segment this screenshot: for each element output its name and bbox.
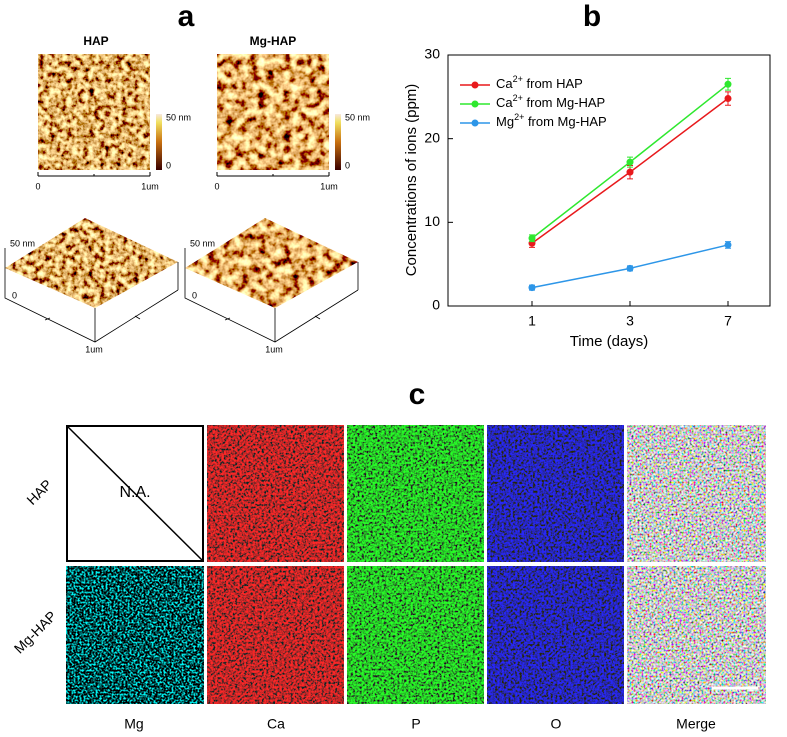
eds-map: [627, 425, 766, 562]
colorbar-label: 50 nm: [345, 112, 370, 122]
afm-3d-surface: [5, 218, 178, 308]
scale-label: 0: [214, 181, 219, 191]
column-label: Ca: [267, 716, 285, 732]
z-label: 50 nm: [10, 238, 35, 248]
panel-c: c N.A. HAP Mg-HAP Mg Ca P O Merge: [11, 378, 766, 732]
panel-a: a HAP Mg-HAP 50 nm 0 50 nm 0 0 1um 0 1um…: [4, 0, 370, 354]
x-tick-label: 7: [724, 313, 732, 329]
data-point: [528, 234, 536, 242]
row-label: HAP: [23, 476, 55, 508]
panel-b: b Time (days) Concentrations of ions (pp…: [403, 0, 771, 350]
y-tick-label: 20: [424, 129, 440, 145]
y-tick-label: 30: [424, 46, 440, 62]
z-label: 0: [12, 290, 17, 300]
scale-label: 1um: [141, 181, 159, 191]
afm-image: [217, 54, 329, 170]
z-label: 0: [192, 290, 197, 300]
eds-map: [207, 566, 344, 704]
eds-map: [627, 566, 766, 704]
data-point: [724, 80, 732, 88]
sample-name: Mg-HAP: [250, 34, 297, 48]
data-point: [626, 168, 634, 176]
data-point: [528, 284, 536, 292]
scale-axis: [37, 172, 330, 177]
y-tick-label: 0: [432, 297, 440, 313]
legend-marker: [471, 100, 479, 108]
sample-name: HAP: [83, 34, 108, 48]
column-label: Merge: [676, 716, 716, 732]
eds-map: [347, 425, 484, 562]
3d-axes: [184, 248, 359, 343]
y-axis-label: Concentrations of ions (ppm): [403, 84, 420, 277]
data-point: [724, 95, 732, 103]
color-bar: [335, 114, 341, 170]
x-tick-label: 3: [626, 313, 634, 329]
na-diagonal: [66, 425, 204, 562]
column-label: Mg: [124, 716, 143, 732]
scale-label: 1um: [320, 181, 338, 191]
na-text: N.A.: [119, 484, 150, 501]
xy-label: 1um: [265, 344, 283, 354]
legend-label: Ca2+ from HAP: [496, 74, 583, 91]
plot-frame: [447, 54, 771, 307]
color-bar: [156, 114, 162, 170]
legend-marker: [471, 81, 479, 89]
z-label: 50 nm: [190, 238, 215, 248]
legend-label: Ca2+ from Mg-HAP: [496, 93, 605, 110]
panel-label: c: [409, 378, 426, 411]
eds-map: [347, 566, 484, 704]
colorbar-label: 0: [345, 160, 350, 170]
colorbar-label: 50 nm: [166, 112, 191, 122]
column-label: P: [411, 716, 420, 732]
x-axis-label: Time (days): [570, 333, 649, 350]
eds-map: [207, 425, 344, 562]
data-point: [626, 158, 634, 166]
legend-label: Mg2+ from Mg-HAP: [496, 112, 607, 129]
xy-label: 1um: [85, 344, 103, 354]
colorbar-label: 0: [166, 160, 171, 170]
data-point: [626, 264, 634, 272]
eds-map: [487, 425, 624, 562]
legend-marker: [471, 119, 479, 127]
afm-3d-surface: [185, 218, 358, 308]
eds-map: [487, 566, 624, 704]
column-label: O: [551, 716, 562, 732]
3d-axes: [4, 248, 179, 343]
panel-label: b: [583, 0, 601, 33]
panel-label: a: [178, 0, 195, 33]
eds-map: [66, 566, 204, 704]
x-tick-label: 1: [528, 313, 536, 329]
row-label: Mg-HAP: [11, 608, 60, 657]
afm-image: [38, 54, 150, 170]
scale-label: 0: [35, 181, 40, 191]
y-tick-label: 10: [424, 213, 440, 229]
data-point: [724, 241, 732, 249]
